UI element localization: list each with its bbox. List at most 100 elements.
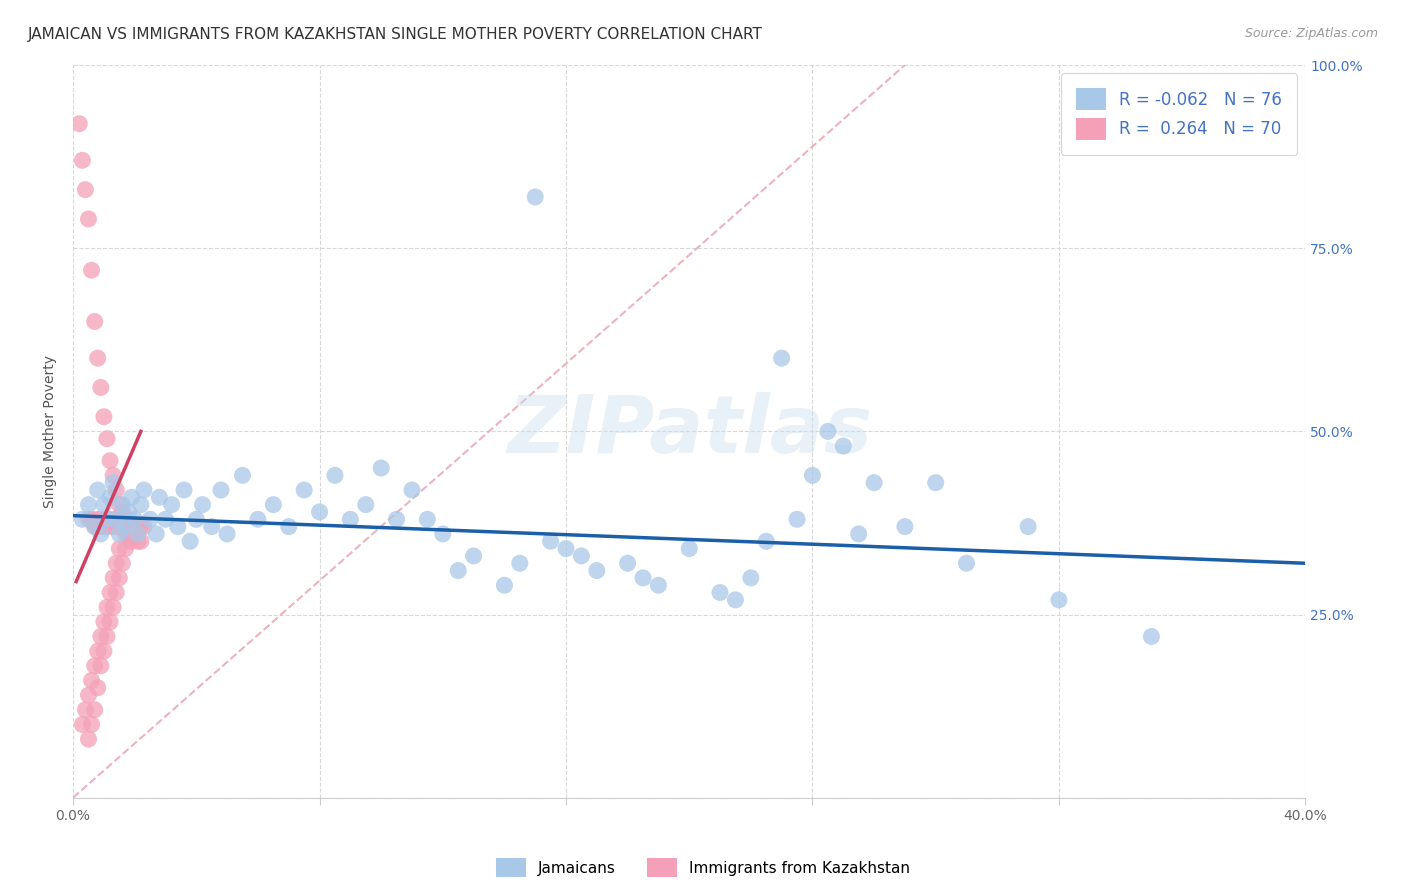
Point [117, 505, 139, 519]
Point [231, 468, 253, 483]
Point [121, 491, 143, 505]
Point [90, 630, 112, 644]
Point [105, 483, 128, 497]
Point [832, 439, 855, 453]
Point [277, 519, 299, 533]
Point [96, 512, 118, 526]
Point [740, 571, 762, 585]
Point [127, 527, 149, 541]
Point [894, 519, 917, 533]
Point [101, 571, 124, 585]
Point [801, 468, 824, 483]
Point [132, 483, 155, 497]
Point [101, 468, 124, 483]
Point [370, 461, 392, 475]
Point [129, 498, 152, 512]
Point [101, 519, 124, 533]
Point [145, 527, 167, 541]
Point [524, 190, 547, 204]
Point [77, 732, 100, 747]
Point [93, 519, 115, 533]
Point [117, 527, 139, 541]
Point [111, 519, 134, 533]
Point [724, 593, 747, 607]
Point [124, 519, 146, 533]
Point [77, 211, 100, 226]
Point [87, 512, 110, 526]
Point [129, 519, 152, 533]
Point [80, 717, 103, 731]
Point [90, 512, 112, 526]
Point [678, 541, 700, 556]
Point [555, 541, 578, 556]
Point [121, 534, 143, 549]
Point [416, 512, 439, 526]
Point [77, 688, 100, 702]
Point [292, 483, 315, 497]
Point [87, 681, 110, 695]
Point [401, 483, 423, 497]
Point [262, 498, 284, 512]
Point [114, 519, 136, 533]
Point [96, 600, 118, 615]
Point [72, 512, 94, 526]
Point [93, 498, 115, 512]
Point [96, 432, 118, 446]
Point [209, 483, 232, 497]
Point [72, 717, 94, 731]
Point [117, 519, 139, 533]
Legend: Jamaicans, Immigrants from Kazakhstan: Jamaicans, Immigrants from Kazakhstan [489, 852, 917, 883]
Point [83, 519, 105, 533]
Point [155, 512, 177, 526]
Point [77, 512, 100, 526]
Point [80, 263, 103, 277]
Point [786, 512, 808, 526]
Point [108, 527, 131, 541]
Point [80, 673, 103, 688]
Point [432, 527, 454, 541]
Point [114, 527, 136, 541]
Point [447, 564, 470, 578]
Point [354, 498, 377, 512]
Point [509, 556, 531, 570]
Point [1140, 630, 1163, 644]
Point [166, 519, 188, 533]
Point [121, 519, 143, 533]
Point [101, 475, 124, 490]
Point [96, 630, 118, 644]
Point [124, 512, 146, 526]
Point [98, 453, 121, 467]
Point [87, 351, 110, 365]
Point [87, 519, 110, 533]
Point [93, 409, 115, 424]
Point [90, 527, 112, 541]
Point [148, 491, 170, 505]
Point [179, 534, 201, 549]
Point [127, 519, 149, 533]
Point [385, 512, 408, 526]
Point [98, 491, 121, 505]
Point [105, 556, 128, 570]
Point [217, 527, 239, 541]
Point [114, 541, 136, 556]
Point [83, 314, 105, 328]
Point [770, 351, 793, 365]
Point [339, 512, 361, 526]
Point [101, 600, 124, 615]
Text: Source: ZipAtlas.com: Source: ZipAtlas.com [1244, 27, 1378, 40]
Text: ZIPatlas: ZIPatlas [506, 392, 872, 470]
Point [463, 549, 485, 563]
Point [108, 519, 131, 533]
Point [83, 703, 105, 717]
Point [1047, 593, 1070, 607]
Point [111, 519, 134, 533]
Point [87, 483, 110, 497]
Y-axis label: Single Mother Poverty: Single Mother Poverty [44, 355, 58, 508]
Point [114, 512, 136, 526]
Point [571, 549, 593, 563]
Point [96, 519, 118, 533]
Point [540, 534, 562, 549]
Point [80, 512, 103, 526]
Point [105, 512, 128, 526]
Point [77, 498, 100, 512]
